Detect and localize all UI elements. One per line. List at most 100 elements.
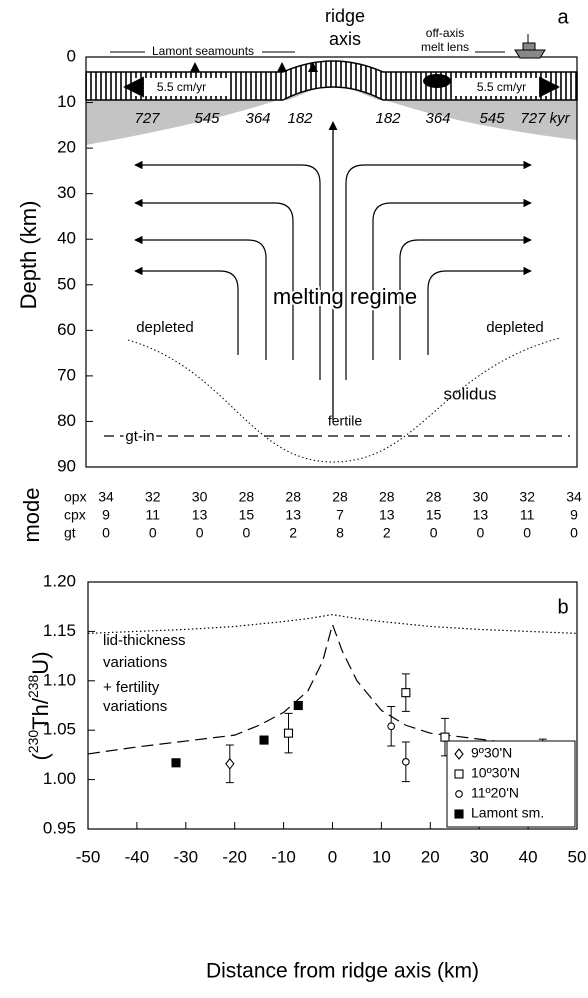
- point: [293, 700, 303, 711]
- mode-value: 0: [243, 525, 251, 541]
- legend-marker: [454, 809, 464, 819]
- x-tick-label: 20: [421, 847, 440, 866]
- mode-value: 8: [336, 525, 344, 541]
- aged-mantle: [86, 80, 577, 145]
- melting-label: melting regime: [273, 284, 417, 309]
- y-tick-label: 0: [67, 46, 76, 65]
- annotation: lid-thickness: [103, 632, 186, 649]
- y-tick-label: 90: [57, 456, 76, 475]
- y-tick-label: 10: [57, 92, 76, 111]
- y-tick-label: 20: [57, 138, 76, 157]
- rate-box: [455, 78, 548, 96]
- depleted-label: depleted: [136, 319, 194, 336]
- seamount: [190, 62, 200, 72]
- y-axis-label: (230Th/238U): [25, 651, 53, 760]
- point: [387, 722, 396, 731]
- x-tick-label: 30: [470, 847, 489, 866]
- mode-value: 13: [285, 507, 301, 523]
- x-tick-label: -10: [271, 847, 296, 866]
- spreading-rate: 5.5 cm/yr: [477, 80, 526, 94]
- plot-frame: [85, 56, 578, 468]
- ridge-label: axis: [329, 29, 361, 49]
- flow-line: [134, 160, 321, 380]
- mode-value: 28: [239, 489, 255, 505]
- mode-row-label: cpx: [64, 507, 86, 523]
- x-tick-label: 0: [328, 847, 337, 866]
- mode-value: 9: [570, 507, 578, 523]
- point: [283, 728, 294, 738]
- annotation: variations: [103, 698, 167, 715]
- legend-label: 9º30'N: [471, 745, 512, 761]
- point: [401, 688, 411, 698]
- curve: [87, 613, 578, 634]
- y-tick-label: 1.15: [43, 621, 76, 640]
- mode-value: 30: [473, 489, 489, 505]
- mode-value: 11: [520, 507, 535, 523]
- flow-line: [134, 235, 267, 360]
- panel-label: a: [557, 6, 569, 28]
- mode-value: 0: [102, 525, 110, 541]
- flow-line: [134, 266, 239, 355]
- flow-line: [427, 266, 532, 355]
- age-label: 364: [245, 110, 270, 127]
- fertile-label: fertile: [328, 413, 362, 429]
- panel-label: b: [557, 596, 568, 618]
- melt-lens-label: melt lens: [421, 40, 469, 54]
- mode-value: 0: [523, 525, 531, 541]
- annotation: variations: [103, 654, 167, 671]
- y-tick-label: 1.05: [43, 720, 76, 739]
- age-label: 727 kyr: [520, 110, 570, 127]
- melt-lens: [423, 74, 451, 88]
- spreading-rate: 5.5 cm/yr: [157, 80, 206, 94]
- y-axis-label: Depth (km): [16, 201, 41, 310]
- y-tick-label: 60: [57, 320, 76, 339]
- solidus-label: solidus: [444, 384, 497, 403]
- mode-value: 13: [473, 507, 489, 523]
- mode-value: 9: [102, 507, 110, 523]
- mode-value: 30: [192, 489, 208, 505]
- x-tick-label: -30: [174, 847, 199, 866]
- legend-marker: [454, 748, 464, 760]
- mode-value: 0: [196, 525, 204, 541]
- legend-marker: [454, 769, 464, 779]
- y-tick-label: 0.95: [43, 818, 76, 837]
- legend-marker: [455, 790, 463, 798]
- x-axis-label: Distance from ridge axis (km): [206, 960, 479, 983]
- y-tick-label: 1.20: [43, 571, 76, 590]
- y-axis-label-part: (: [28, 753, 53, 761]
- mode-value: 32: [519, 489, 535, 505]
- mode-value: 28: [426, 489, 442, 505]
- melt-lens-label: off-axis: [426, 26, 464, 40]
- legend-label: 11º20'N: [471, 785, 519, 801]
- x-tick-label: 40: [519, 847, 538, 866]
- y-axis-label-part: Th/: [28, 697, 53, 730]
- mode-value: 0: [430, 525, 438, 541]
- flow-line: [372, 198, 532, 360]
- y-axis-label-part: U): [28, 651, 53, 674]
- ridge-label: ridge: [325, 6, 365, 26]
- age-label: 182: [375, 110, 401, 127]
- mode-label: mode: [19, 487, 44, 542]
- depleted-label: depleted: [486, 319, 544, 336]
- mode-value: 28: [285, 489, 301, 505]
- flow-line: [134, 198, 294, 360]
- seamount-label: Lamont seamounts: [152, 44, 254, 58]
- mode-value: 32: [145, 489, 161, 505]
- age-label: 545: [479, 110, 505, 127]
- y-tick-label: 40: [57, 229, 76, 248]
- x-tick-label: -50: [76, 847, 101, 866]
- mode-value: 13: [379, 507, 395, 523]
- mode-value: 2: [289, 525, 297, 541]
- legend-label: 10º30'N: [471, 765, 520, 781]
- point: [440, 732, 450, 742]
- age-label: 182: [287, 110, 313, 127]
- point: [259, 735, 269, 745]
- mode-value: 34: [98, 489, 114, 505]
- legend-label: Lamont sm.: [471, 805, 544, 821]
- gt-in-label: gt-in: [125, 428, 154, 445]
- point: [402, 757, 410, 766]
- mode-row-label: gt: [64, 525, 76, 541]
- y-tick-label: 80: [57, 411, 76, 430]
- legend-frame: [446, 740, 576, 828]
